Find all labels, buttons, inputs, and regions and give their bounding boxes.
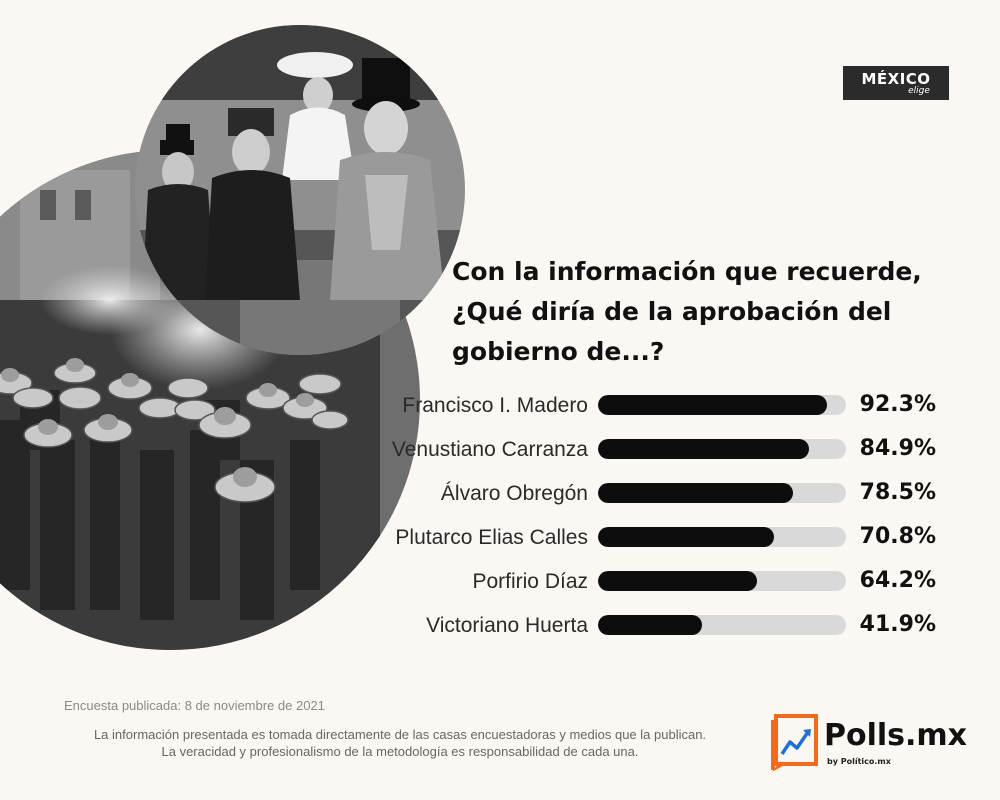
bar-category-label: Álvaro Obregón <box>440 482 588 505</box>
bar-value-label: 92.3% <box>859 392 936 417</box>
bar-value-label: 70.8% <box>859 524 936 549</box>
disclaimer-line-2: La veracidad y profesionalismo de la met… <box>161 744 639 759</box>
bar-fill <box>598 571 757 591</box>
badge-subtitle: elige <box>908 86 930 96</box>
bar-row: Francisco I. Madero 92.3% <box>0 390 1000 420</box>
bar-category-label: Francisco I. Madero <box>402 394 588 417</box>
bar-value-label: 41.9% <box>859 612 936 637</box>
logo-brand-name: Polls.mx <box>824 718 968 753</box>
polls-mx-logo: Polls.mx by Político.mx <box>770 712 970 776</box>
bar-value-label: 84.9% <box>859 436 936 461</box>
disclaimer: La información presentada es tomada dire… <box>50 726 750 760</box>
bar-track <box>598 483 846 503</box>
bar-category-label: Porfirio Díaz <box>472 570 588 593</box>
bar-track <box>598 439 846 459</box>
bar-track <box>598 395 846 415</box>
badge-title: MÉXICO <box>861 70 931 88</box>
historical-photo-collage <box>0 25 465 650</box>
bar-category-label: Victoriano Huerta <box>426 614 588 637</box>
bar-row: Victoriano Huerta 41.9% <box>0 610 1000 640</box>
bar-fill <box>598 395 827 415</box>
survey-date: Encuesta publicada: 8 de noviembre de 20… <box>64 698 325 713</box>
bar-track <box>598 527 846 547</box>
bar-track <box>598 571 846 591</box>
bar-value-label: 78.5% <box>859 480 936 505</box>
bar-fill <box>598 439 809 459</box>
bar-fill <box>598 527 774 547</box>
bar-category-label: Plutarco Elias Calles <box>395 526 588 549</box>
disclaimer-line-1: La información presentada es tomada dire… <box>93 727 707 742</box>
bar-value-label: 64.2% <box>859 568 936 593</box>
bar-row: Venustiano Carranza 84.9% <box>0 434 1000 464</box>
logo-byline: by Político.mx <box>827 757 891 766</box>
bar-fill <box>598 615 702 635</box>
chart-trend-icon <box>771 714 818 772</box>
chart-title: Con la información que recuerde, ¿Qué di… <box>452 257 922 366</box>
bar-track <box>598 615 846 635</box>
bar-category-label: Venustiano Carranza <box>391 438 588 461</box>
bar-row: Plutarco Elias Calles 70.8% <box>0 522 1000 552</box>
bar-fill <box>598 483 793 503</box>
porfirio-diaz-photo <box>135 25 465 355</box>
mexico-elige-badge: MÉXICO elige <box>843 66 949 100</box>
bar-row: Porfirio Díaz 64.2% <box>0 566 1000 596</box>
bar-row: Álvaro Obregón 78.5% <box>0 478 1000 508</box>
